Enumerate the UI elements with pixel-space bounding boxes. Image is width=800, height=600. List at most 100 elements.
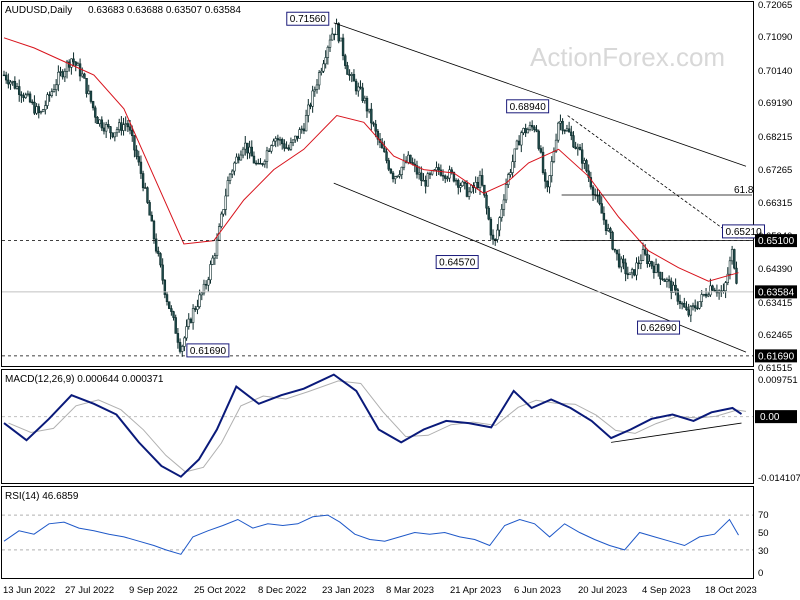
candle-78: [172, 310, 175, 321]
candle-210: [459, 182, 462, 193]
candle-221: [483, 184, 486, 198]
candle-214: [467, 187, 471, 200]
candle-122: [267, 148, 271, 152]
candle-248: [541, 146, 545, 175]
price-tick-0: 0.72065: [758, 0, 792, 11]
candle-75: [165, 291, 169, 306]
candle-201: [439, 164, 443, 177]
candle-253: [552, 147, 556, 164]
candle-171: [374, 119, 377, 138]
candle-273: [596, 188, 599, 203]
candle-268: [585, 158, 588, 173]
candle-203: [444, 174, 447, 184]
candle-204: [446, 175, 449, 182]
candle-20: [46, 92, 49, 109]
candle-213: [465, 180, 469, 198]
candle-61: [135, 145, 138, 160]
candle-38: [85, 78, 88, 98]
candle-240: [524, 123, 527, 137]
candle-162: [354, 78, 358, 95]
price-tick-9: 0.63415: [758, 298, 792, 309]
candle-17: [39, 110, 43, 115]
price-tick-8: 0.64390: [758, 264, 792, 275]
candle-84: [185, 319, 188, 341]
candle-206: [450, 167, 453, 175]
candle-64: [141, 170, 145, 192]
x-tick-7: 21 Apr 2023: [450, 585, 501, 596]
candle-56: [124, 116, 127, 132]
candle-83: [183, 336, 186, 352]
candle-126: [276, 134, 280, 147]
candle-181: [396, 175, 399, 178]
candle-325: [709, 278, 712, 298]
candle-23: [52, 84, 56, 93]
candle-37: [83, 72, 86, 79]
candle-62: [137, 150, 140, 166]
candle-276: [602, 206, 606, 225]
candle-296: [646, 249, 649, 268]
candle-225: [491, 229, 495, 245]
candle-267: [583, 157, 586, 170]
candle-152: [333, 33, 336, 41]
candle-159: [348, 69, 351, 81]
candle-177: [387, 157, 390, 172]
candle-146: [320, 67, 323, 76]
candle-142: [311, 85, 314, 113]
moving-average-line: [3, 37, 739, 282]
candle-239: [522, 127, 525, 136]
candle-7: [18, 79, 21, 102]
candle-81: [178, 338, 182, 354]
candle-135: [296, 135, 299, 142]
candle-88: [194, 305, 197, 312]
candle-297: [648, 254, 651, 268]
candle-190: [415, 160, 419, 179]
candle-106: [233, 161, 236, 176]
candle-307: [670, 277, 673, 300]
candle-129: [283, 139, 286, 152]
candle-10: [24, 92, 27, 99]
rsi-tick-30: 30: [758, 546, 769, 557]
candle-318: [693, 299, 697, 312]
x-tick-6: 8 Mar 2023: [386, 585, 434, 596]
candle-33: [74, 61, 77, 72]
candle-100: [220, 211, 223, 229]
candle-217: [474, 176, 477, 193]
candle-178: [389, 167, 393, 175]
candle-163: [357, 82, 360, 97]
candle-311: [678, 294, 682, 309]
x-tick-3: 25 Oct 2022: [194, 585, 246, 596]
candle-212: [463, 181, 466, 190]
candle-90: [198, 289, 201, 309]
swing-label-4: 0.62690: [637, 320, 681, 335]
candle-305: [665, 277, 669, 288]
candle-291: [635, 257, 638, 281]
candle-12: [28, 91, 32, 104]
svg-text:0.00: 0.00: [760, 412, 780, 423]
candle-216: [472, 182, 475, 194]
candle-133: [291, 139, 295, 147]
candle-131: [287, 144, 290, 151]
candle-30: [68, 59, 71, 72]
candle-323: [704, 288, 708, 299]
candle-87: [191, 304, 195, 330]
candle-281: [613, 248, 616, 253]
swing-label-3-text: 0.65210: [726, 227, 763, 238]
candle-76: [167, 301, 171, 310]
x-axis: 13 Jun 2022 27 Jul 2022 9 Sep 2022 25 Oc…: [3, 585, 757, 596]
candle-196: [428, 171, 432, 180]
candle-145: [317, 70, 321, 90]
candle-27: [61, 69, 64, 80]
candle-128: [281, 137, 284, 150]
candle-25: [57, 65, 60, 92]
candle-113: [248, 140, 251, 159]
candle-67: [148, 200, 151, 216]
candle-230: [502, 194, 506, 217]
macd-signal-line: [8, 380, 747, 473]
candle-320: [698, 301, 701, 310]
candle-114: [250, 140, 253, 157]
candle-120: [263, 159, 267, 168]
candle-237: [517, 135, 521, 146]
swing-label-0-text: 0.71560: [290, 14, 327, 25]
candle-288: [628, 272, 632, 276]
